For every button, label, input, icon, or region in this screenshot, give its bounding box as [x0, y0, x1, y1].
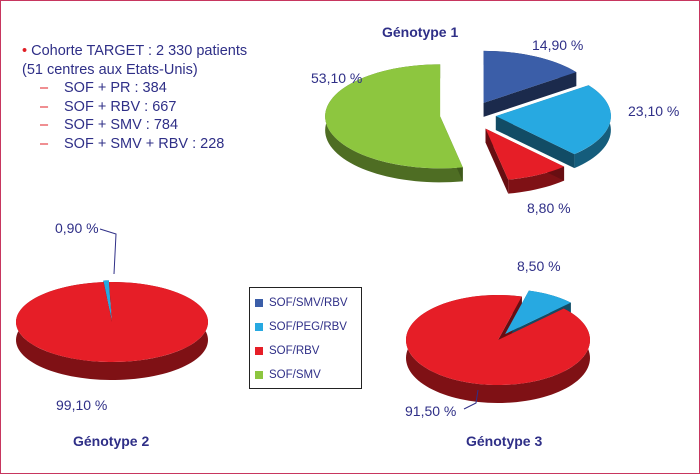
pie-slice — [325, 64, 463, 169]
legend-item: SOF/SMV — [250, 363, 361, 387]
data-label: 53,10 % — [311, 70, 363, 86]
arm-item: – SOF + PR : 384 — [40, 80, 167, 96]
pie-slice — [485, 128, 565, 180]
cohort-info: • Cohorte TARGET : 2 330 patients (51 ce… — [22, 42, 247, 153]
legend-label: SOF/SMV — [269, 369, 321, 381]
arm-item: – SOF + SMV : 784 — [40, 117, 179, 133]
legend-label: SOF/RBV — [269, 345, 320, 357]
chart-title-genotype-1: Génotype 1 — [382, 24, 459, 40]
pie-Génotype 2 — [16, 280, 209, 380]
centres-line: (51 centres aux Etats-Unis) — [22, 61, 198, 78]
legend-label: SOF/PEG/RBV — [269, 321, 347, 333]
leader-line — [99, 228, 117, 275]
pie-Génotype 3 — [406, 290, 591, 403]
pie-Génotype 1 — [325, 50, 611, 194]
data-label: 14,90 % — [532, 37, 584, 53]
arm-label: SOF + RBV : 667 — [64, 98, 177, 115]
pie-slice-edge — [483, 72, 577, 117]
data-label: 91,50 % — [405, 403, 457, 419]
pie-slice — [103, 280, 112, 321]
leader-line — [463, 389, 479, 410]
pie-slice-edge — [485, 128, 509, 194]
arm-label: SOF + SMV : 784 — [64, 117, 179, 133]
legend-swatch — [255, 299, 263, 307]
chart-title-genotype-2: Génotype 2 — [73, 433, 150, 449]
pie-slice — [16, 281, 209, 362]
chart-title-genotype-3: Génotype 3 — [466, 433, 543, 449]
arm-label: SOF + PR : 384 — [64, 80, 167, 96]
legend-swatch — [255, 371, 263, 379]
legend-item: SOF/RBV — [250, 339, 361, 363]
cohort-text: Cohorte TARGET : 2 330 patients — [31, 43, 248, 59]
pie-slice — [495, 85, 611, 155]
legend: SOF/SMV/RBV SOF/PEG/RBV SOF/RBV SOF/SMV — [249, 287, 362, 389]
pie-slice-edge — [495, 116, 575, 169]
data-label: 0,90 % — [55, 220, 99, 236]
cohort-line: • Cohorte TARGET : 2 330 patients — [22, 43, 248, 59]
legend-item: SOF/SMV/RBV — [250, 291, 361, 315]
arm-item: – SOF + RBV : 667 — [40, 98, 177, 115]
legend-item: SOF/PEG/RBV — [250, 315, 361, 339]
pie-slice — [483, 50, 577, 103]
data-label: 23,10 % — [628, 103, 680, 119]
arm-item: – SOF + SMV + RBV : 228 — [40, 135, 225, 152]
data-label: 8,80 % — [527, 200, 571, 216]
pie-slice — [406, 295, 591, 386]
legend-swatch — [255, 347, 263, 355]
data-label: 8,50 % — [517, 258, 561, 274]
pie-slice-side — [325, 64, 463, 183]
legend-swatch — [255, 323, 263, 331]
legend-label: SOF/SMV/RBV — [269, 297, 348, 309]
pie-slice — [505, 290, 571, 335]
arm-label: SOF + SMV + RBV : 228 — [64, 135, 225, 152]
data-label: 99,10 % — [56, 397, 108, 413]
